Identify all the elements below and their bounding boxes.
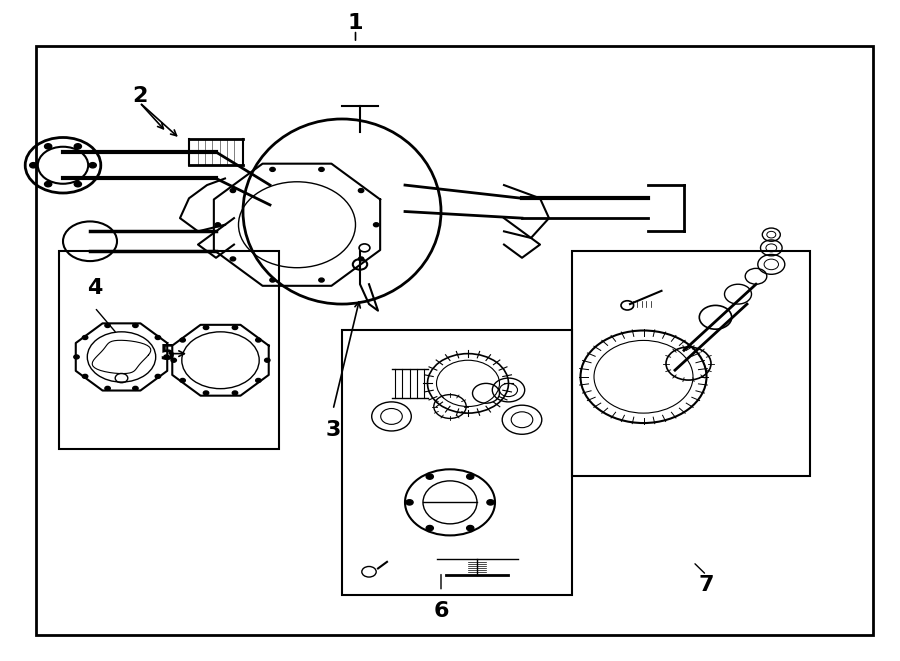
- Circle shape: [180, 379, 185, 383]
- Circle shape: [75, 143, 81, 149]
- Text: 6: 6: [433, 602, 449, 621]
- Bar: [572, 251, 810, 476]
- Circle shape: [406, 500, 413, 505]
- Circle shape: [74, 355, 79, 359]
- Bar: [36, 46, 873, 635]
- Text: 1: 1: [347, 13, 364, 33]
- Circle shape: [83, 336, 88, 340]
- Circle shape: [270, 278, 275, 282]
- Bar: [342, 330, 572, 595]
- Circle shape: [155, 336, 160, 340]
- Circle shape: [270, 167, 275, 171]
- Circle shape: [230, 257, 236, 261]
- Circle shape: [45, 143, 52, 149]
- Circle shape: [203, 391, 209, 395]
- Circle shape: [74, 182, 81, 187]
- Circle shape: [164, 355, 169, 359]
- Circle shape: [105, 387, 111, 391]
- Circle shape: [466, 525, 473, 531]
- Text: 4: 4: [86, 278, 103, 297]
- Circle shape: [83, 374, 88, 378]
- Circle shape: [374, 223, 379, 227]
- Circle shape: [427, 525, 434, 531]
- Text: 3: 3: [325, 420, 341, 440]
- Circle shape: [155, 374, 160, 378]
- Circle shape: [265, 358, 270, 362]
- Circle shape: [44, 182, 51, 187]
- Circle shape: [230, 188, 236, 192]
- Circle shape: [358, 257, 364, 261]
- Circle shape: [203, 326, 209, 330]
- Circle shape: [105, 323, 111, 327]
- Text: 7: 7: [698, 575, 715, 595]
- Circle shape: [215, 223, 220, 227]
- Circle shape: [427, 474, 434, 479]
- Text: 5: 5: [158, 344, 175, 364]
- Circle shape: [171, 358, 176, 362]
- Circle shape: [319, 167, 324, 171]
- Circle shape: [89, 163, 96, 168]
- Circle shape: [132, 323, 138, 327]
- Circle shape: [487, 500, 494, 505]
- Circle shape: [30, 163, 37, 168]
- Circle shape: [232, 326, 238, 330]
- Circle shape: [466, 474, 473, 479]
- Circle shape: [132, 387, 138, 391]
- Circle shape: [319, 278, 324, 282]
- Text: 2: 2: [131, 86, 148, 106]
- Circle shape: [256, 379, 261, 383]
- Bar: [58, 251, 279, 449]
- Circle shape: [358, 188, 364, 192]
- Circle shape: [180, 338, 185, 342]
- Circle shape: [232, 391, 238, 395]
- Circle shape: [256, 338, 261, 342]
